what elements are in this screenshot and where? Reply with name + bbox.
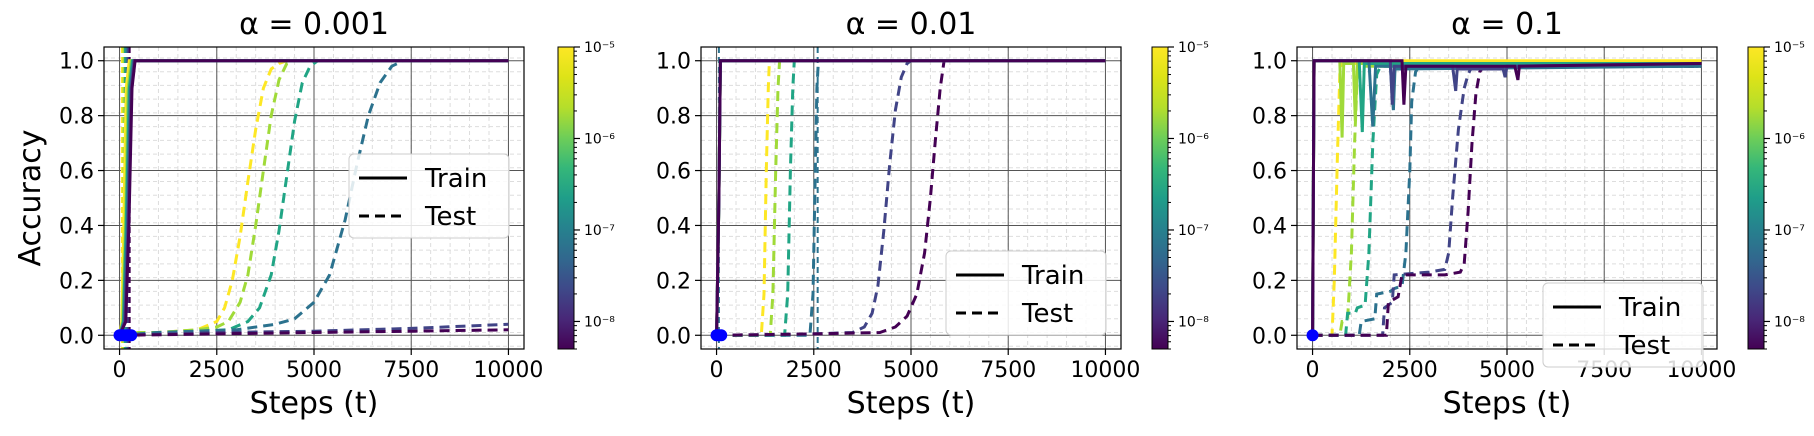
x-axis-label: Steps (t) [250,386,379,421]
colorbar-tick-label: 10⁻⁷ [1178,223,1209,239]
legend-train-label: Train [1021,261,1084,291]
x-tick-label: 5000 [883,358,939,383]
train-series-line-6 [118,59,509,336]
test-series-line-4 [119,59,509,337]
y-tick-label: 1.0 [1252,50,1287,75]
colorbar-tick-label: 10⁻⁵ [584,40,615,56]
colorbar-tick-label: 10⁻⁸ [584,314,615,330]
y-tick-label: 0.2 [59,269,94,294]
colorbar-tick-label: 10⁻⁵ [1178,40,1209,56]
x-tick-label: 7500 [980,358,1036,383]
colorbar-tick-label: 10⁻⁵ [1774,40,1805,56]
panel-title: α = 0.1 [1451,7,1563,42]
y-tick-label: 0.6 [656,160,691,185]
y-tick-label: 0.6 [1252,160,1287,185]
y-tick-label: 0.0 [1252,324,1287,349]
y-tick-label: 0.2 [1252,269,1287,294]
legend-test-label: Test [424,202,476,232]
x-tick-label: 10000 [1070,358,1140,383]
panel-1: 0 2500 5000 7500 10000 0.0 0.2 0.4 0.6 0.8 1.0 α = … [59,7,615,421]
legend-test-label: Test [1618,331,1670,361]
test-series-line-6 [119,328,509,337]
y-tick-label: 0.2 [656,269,691,294]
x-tick-label: 5000 [286,358,342,383]
x-axis-label: Steps (t) [1443,386,1572,421]
point-marker [125,329,138,342]
legend-box [1542,282,1704,368]
x-tick-label: 0 [113,358,127,383]
colorbar-tick-label: 10⁻⁸ [1774,314,1805,330]
colorbar-tick-label: 10⁻⁸ [1178,314,1209,330]
x-tick-label: 10000 [473,358,543,383]
y-tick-label: 0.4 [1252,214,1287,239]
y-tick-label: 0.4 [59,214,94,239]
legend: Train Test [945,250,1107,336]
plot-area [1306,59,1702,342]
y-tick-label: 0.0 [656,324,691,349]
test-series-line-5 [1312,64,1702,337]
colorbar-gradient [1151,46,1169,350]
test-series-line-6 [716,59,1106,337]
colorbar-gradient [1747,46,1765,350]
point-marker [715,329,728,342]
point-marker [1306,329,1319,342]
legend-test-label: Test [1021,299,1073,329]
x-tick-label: 7500 [383,358,439,383]
panel-title: α = 0.01 [846,7,977,42]
panel-2: 0 2500 5000 7500 10000 0.0 0.2 0.4 0.6 0.8 1.0 α = … [656,7,1209,421]
panel-title: α = 0.001 [239,7,389,42]
colorbar-gradient [557,46,575,350]
train-series-line-6 [715,59,1106,336]
colorbar: 10⁻⁸ 10⁻⁷ 10⁻⁶ 10⁻⁵ [1747,40,1805,350]
colorbar-tick-label: 10⁻⁶ [1178,131,1209,147]
x-tick-label: 0 [710,358,724,383]
legend-train-label: Train [1618,293,1681,323]
y-tick-label: 1.0 [59,50,94,75]
test-series-line-1 [716,59,1106,337]
plot-area [113,47,509,349]
colorbar-tick-label: 10⁻⁷ [584,223,615,239]
y-tick-label: 1.0 [656,50,691,75]
train-series-line-6 [1311,59,1702,336]
y-tick-label: 0.0 [59,324,94,349]
colorbar-tick-label: 10⁻⁶ [1774,131,1805,147]
colorbar: 10⁻⁸ 10⁻⁷ 10⁻⁶ 10⁻⁵ [557,40,615,350]
x-tick-label: 2500 [189,358,245,383]
test-series-line-3 [1312,64,1702,337]
colorbar-tick-label: 10⁻⁶ [584,131,615,147]
y-tick-label: 0.8 [656,105,691,130]
y-tick-label: 0.8 [59,105,94,130]
x-axis-label: Steps (t) [847,386,976,421]
legend: Train Test [1542,282,1704,368]
legend-box [945,250,1107,336]
legend-train-label: Train [424,164,487,194]
legend-box [348,153,510,239]
plot-area [710,47,1106,349]
x-tick-label: 2500 [1382,358,1438,383]
x-tick-label: 2500 [786,358,842,383]
x-tick-label: 0 [1306,358,1320,383]
colorbar: 10⁻⁸ 10⁻⁷ 10⁻⁶ 10⁻⁵ [1151,40,1209,350]
y-tick-label: 0.8 [1252,105,1287,130]
y-tick-label: 0.6 [59,160,94,185]
x-tick-label: 5000 [1479,358,1535,383]
colorbar-tick-label: 10⁻⁷ [1774,223,1805,239]
legend: Train Test [348,153,510,239]
y-axis-label: Accuracy [13,130,48,267]
y-tick-label: 0.4 [656,214,691,239]
